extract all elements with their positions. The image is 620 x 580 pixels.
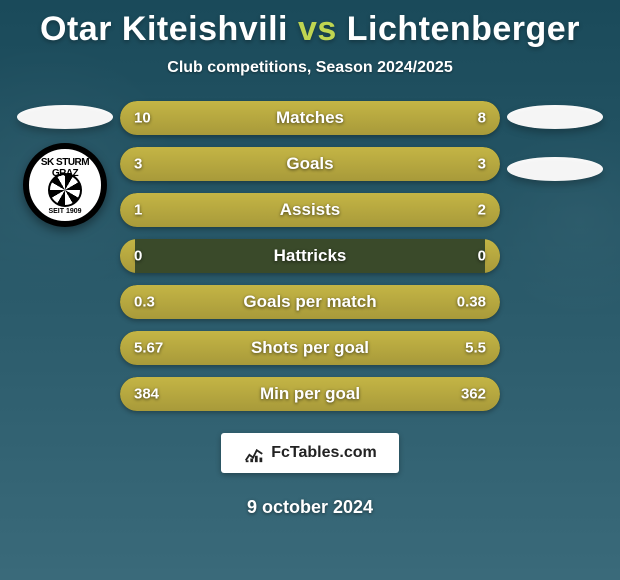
branding-badge: FcTables.com bbox=[221, 433, 399, 473]
brand-text: FcTables.com bbox=[271, 444, 377, 462]
stat-row: 10 8 Matches bbox=[120, 101, 500, 135]
stat-row: 3 3 Goals bbox=[120, 147, 500, 181]
stat-value-left: 0 bbox=[134, 248, 142, 265]
stat-fill-right bbox=[310, 147, 500, 181]
stat-value-right: 0.38 bbox=[457, 294, 486, 311]
player1-club-logo: SK STURM GRAZ SEIT 1909 bbox=[23, 143, 107, 227]
player2-name: Lichtenberger bbox=[347, 10, 580, 48]
stat-bars: 10 8 Matches 3 3 Goals 1 2 Assists 0 0 Hattricks 0.3… bbox=[120, 101, 500, 411]
stat-label: Matches bbox=[276, 108, 344, 128]
vs-separator: vs bbox=[298, 10, 337, 48]
stat-value-left: 1 bbox=[134, 202, 142, 219]
stat-label: Min per goal bbox=[260, 384, 360, 404]
stat-value-left: 384 bbox=[134, 386, 159, 403]
stat-value-right: 2 bbox=[478, 202, 486, 219]
stat-fill-left bbox=[120, 147, 310, 181]
stat-label: Shots per goal bbox=[251, 338, 369, 358]
stat-row: 5.67 5.5 Shots per goal bbox=[120, 331, 500, 365]
stat-row: 0 0 Hattricks bbox=[120, 239, 500, 273]
club-year-text: SEIT 1909 bbox=[48, 208, 81, 215]
stat-value-left: 3 bbox=[134, 156, 142, 173]
snapshot-date: 9 october 2024 bbox=[0, 497, 620, 518]
stat-fill-right bbox=[329, 101, 500, 135]
comparison-title: Otar Kiteishvili vs Lichtenberger bbox=[0, 0, 620, 49]
stat-value-right: 3 bbox=[478, 156, 486, 173]
club-name-text: SK STURM GRAZ bbox=[29, 157, 101, 179]
stat-value-left: 10 bbox=[134, 110, 151, 127]
stat-label: Assists bbox=[280, 200, 340, 220]
stat-value-left: 0.3 bbox=[134, 294, 155, 311]
chart-icon bbox=[243, 442, 265, 464]
stat-value-right: 362 bbox=[461, 386, 486, 403]
stat-value-left: 5.67 bbox=[134, 340, 163, 357]
stat-row: 384 362 Min per goal bbox=[120, 377, 500, 411]
stat-value-right: 8 bbox=[478, 110, 486, 127]
stat-label: Goals bbox=[286, 154, 333, 174]
stat-label: Hattricks bbox=[274, 246, 347, 266]
stat-value-right: 0 bbox=[478, 248, 486, 265]
stat-row: 0.3 0.38 Goals per match bbox=[120, 285, 500, 319]
stat-label: Goals per match bbox=[243, 292, 376, 312]
stat-value-right: 5.5 bbox=[465, 340, 486, 357]
stat-row: 1 2 Assists bbox=[120, 193, 500, 227]
